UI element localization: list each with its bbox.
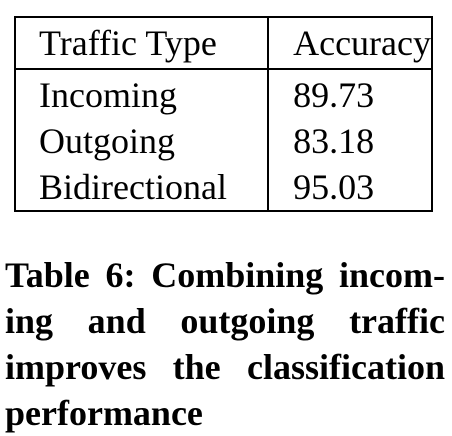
table-header-row: Traffic Type Accuracy [15, 17, 432, 70]
results-table: Traffic Type Accuracy Incoming 89.73 Out… [14, 16, 433, 212]
caption-label: Table 6: [5, 255, 136, 295]
cell-traffic-type: Outgoing [15, 118, 270, 164]
table-row: Outgoing 83.18 [15, 118, 432, 164]
cell-traffic-type: Bidirectional [15, 164, 270, 211]
table-row: Bidirectional 95.03 [15, 164, 432, 211]
table-row: Incoming 89.73 [15, 69, 432, 118]
cell-accuracy: 83.18 [293, 121, 375, 161]
cell-accuracy: 95.03 [293, 167, 375, 207]
header-accuracy: Accuracy [268, 17, 432, 70]
header-traffic-type: Traffic Type [15, 17, 270, 70]
caption-text: Combining incom­ing and outgoing traffic… [5, 255, 445, 433]
cell-accuracy: 89.73 [293, 75, 375, 115]
cell-traffic-type: Incoming [15, 69, 270, 118]
table-caption: Table 6: Combining incom­ing and outgoin… [5, 252, 445, 436]
